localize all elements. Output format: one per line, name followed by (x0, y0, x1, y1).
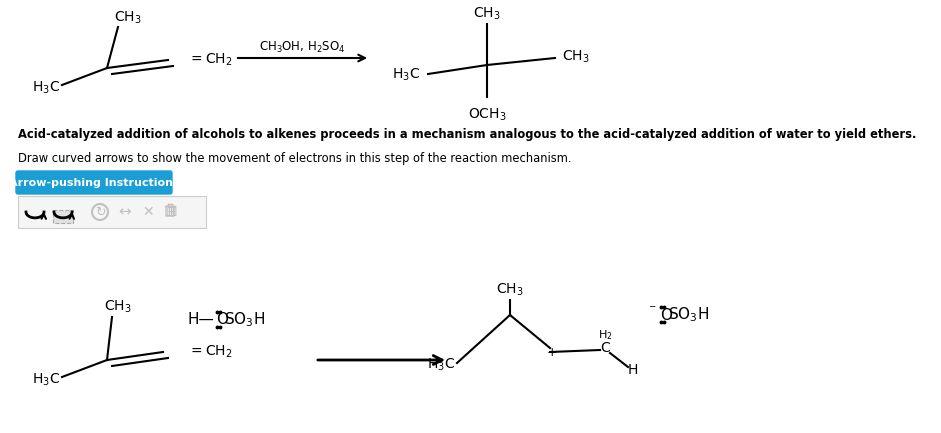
Text: CH$_3$: CH$_3$ (496, 282, 524, 298)
Text: O: O (216, 313, 228, 327)
Text: CH$_3$: CH$_3$ (473, 6, 501, 22)
Text: Draw curved arrows to show the movement of electrons in this step of the reactio: Draw curved arrows to show the movement … (18, 152, 571, 165)
Text: $=$CH$_2$: $=$CH$_2$ (188, 344, 232, 360)
FancyBboxPatch shape (16, 171, 172, 194)
Text: Acid-catalyzed addition of alcohols to alkenes proceeds in a mechanism analogous: Acid-catalyzed addition of alcohols to a… (18, 128, 917, 141)
FancyBboxPatch shape (18, 196, 206, 228)
Text: H$_2$: H$_2$ (598, 328, 613, 342)
Text: H: H (628, 363, 638, 377)
Text: ↻: ↻ (95, 206, 105, 219)
Text: H—: H— (188, 313, 215, 327)
Text: CH$_3$: CH$_3$ (562, 49, 590, 65)
Text: C: C (600, 341, 610, 355)
Text: ✕: ✕ (142, 205, 153, 219)
Text: H$_3$C: H$_3$C (427, 357, 455, 373)
Text: OCH$_3$: OCH$_3$ (468, 107, 506, 123)
FancyBboxPatch shape (53, 210, 73, 223)
Text: SO$_3$H: SO$_3$H (224, 310, 265, 330)
Text: Arrow-pushing Instructions: Arrow-pushing Instructions (8, 178, 180, 187)
Text: +: + (547, 346, 557, 359)
Text: ⊞: ⊞ (167, 205, 178, 219)
Text: H$_3$C: H$_3$C (391, 67, 420, 83)
Text: $=$CH$_2$: $=$CH$_2$ (188, 52, 232, 68)
Text: O: O (660, 307, 672, 323)
Text: SO$_3$H: SO$_3$H (668, 306, 709, 324)
Text: CH$_3$: CH$_3$ (104, 299, 132, 315)
Text: H$_3$C: H$_3$C (32, 372, 60, 388)
Text: ↔: ↔ (119, 204, 132, 220)
Text: CH$_3$OH, H$_2$SO$_4$: CH$_3$OH, H$_2$SO$_4$ (259, 39, 345, 55)
Text: $^-$: $^-$ (646, 304, 657, 317)
Text: H$_3$C: H$_3$C (32, 80, 60, 96)
Text: CH$_3$: CH$_3$ (114, 10, 142, 26)
